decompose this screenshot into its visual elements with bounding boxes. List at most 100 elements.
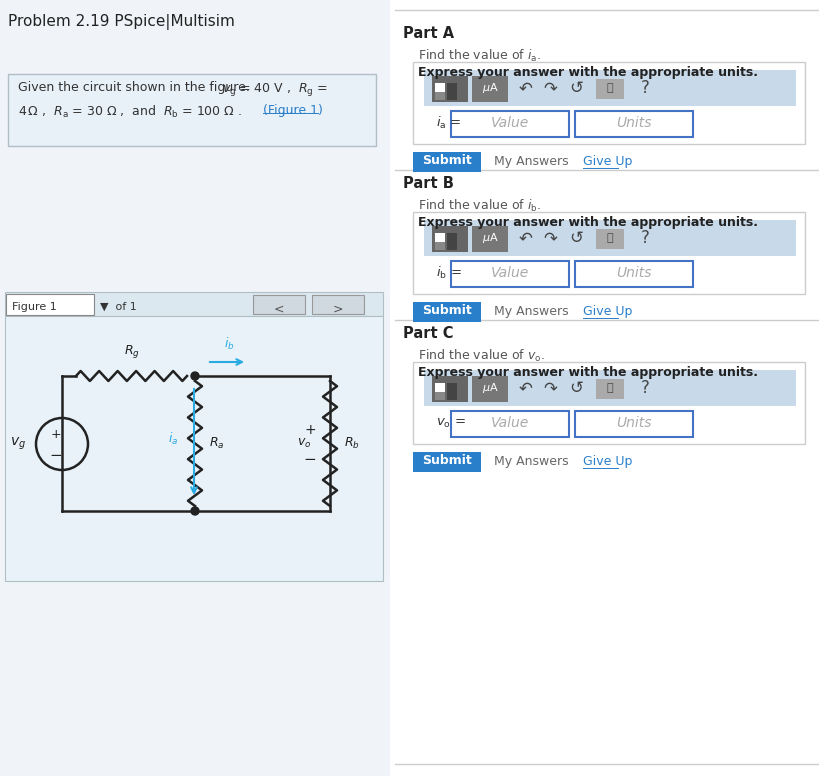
Text: ↷: ↷	[543, 379, 557, 397]
Circle shape	[191, 507, 199, 515]
FancyBboxPatch shape	[435, 383, 445, 393]
Text: ↶: ↶	[519, 79, 533, 97]
Text: $R_g$: $R_g$	[124, 343, 139, 360]
Text: >: >	[333, 303, 343, 316]
Text: Express your answer with the appropriate units.: Express your answer with the appropriate…	[418, 66, 758, 79]
FancyBboxPatch shape	[447, 392, 457, 400]
Text: ⌹: ⌹	[607, 233, 613, 243]
Text: $i_a$: $i_a$	[168, 431, 178, 446]
Text: Give Up: Give Up	[583, 154, 632, 168]
Text: $\mu$A: $\mu$A	[482, 81, 499, 95]
Text: ↷: ↷	[543, 229, 557, 247]
FancyBboxPatch shape	[435, 92, 445, 100]
FancyBboxPatch shape	[424, 70, 796, 106]
FancyBboxPatch shape	[451, 261, 569, 287]
FancyBboxPatch shape	[5, 292, 383, 316]
Text: $i_b$: $i_b$	[224, 336, 234, 352]
Text: Express your answer with the appropriate units.: Express your answer with the appropriate…	[418, 366, 758, 379]
FancyBboxPatch shape	[472, 376, 508, 402]
FancyBboxPatch shape	[596, 79, 624, 99]
Text: $R_a$: $R_a$	[209, 436, 224, 451]
FancyBboxPatch shape	[472, 226, 508, 252]
FancyBboxPatch shape	[596, 229, 624, 249]
Text: Submit: Submit	[422, 154, 472, 168]
FancyBboxPatch shape	[413, 212, 805, 294]
FancyBboxPatch shape	[435, 83, 445, 93]
Text: ↶: ↶	[519, 379, 533, 397]
Text: (Figure 1): (Figure 1)	[263, 104, 323, 117]
Text: Find the value of $v_{\mathrm{o}}$.: Find the value of $v_{\mathrm{o}}$.	[418, 348, 545, 364]
FancyBboxPatch shape	[451, 411, 569, 437]
Text: +: +	[51, 428, 61, 442]
Text: <: <	[274, 303, 284, 316]
Text: Part A: Part A	[403, 26, 454, 41]
Text: $\mu$A: $\mu$A	[482, 381, 499, 395]
FancyBboxPatch shape	[413, 152, 481, 172]
FancyBboxPatch shape	[390, 0, 819, 776]
FancyBboxPatch shape	[432, 226, 468, 252]
Text: Units: Units	[616, 116, 652, 130]
Text: Submit: Submit	[422, 304, 472, 317]
Text: ↺: ↺	[569, 229, 583, 247]
Text: ↺: ↺	[569, 79, 583, 97]
Text: My Answers: My Answers	[494, 455, 568, 467]
FancyBboxPatch shape	[6, 294, 94, 315]
Text: $v_{\mathrm{g}}$ = 40 V ,  $R_{\mathrm{g}}$ =: $v_{\mathrm{g}}$ = 40 V , $R_{\mathrm{g}…	[222, 81, 328, 98]
Text: Find the value of $i_{\mathrm{b}}$.: Find the value of $i_{\mathrm{b}}$.	[418, 198, 541, 214]
FancyBboxPatch shape	[447, 383, 457, 393]
Text: Units: Units	[616, 416, 652, 430]
FancyBboxPatch shape	[253, 295, 305, 314]
FancyBboxPatch shape	[575, 111, 693, 137]
Text: −: −	[304, 452, 316, 467]
Text: +: +	[304, 422, 316, 436]
Text: Problem 2.19 PSpice|Multisim: Problem 2.19 PSpice|Multisim	[8, 14, 235, 30]
FancyBboxPatch shape	[413, 302, 481, 322]
FancyBboxPatch shape	[596, 379, 624, 399]
Text: Give Up: Give Up	[583, 304, 632, 317]
FancyBboxPatch shape	[435, 392, 445, 400]
FancyBboxPatch shape	[424, 220, 796, 256]
FancyBboxPatch shape	[435, 242, 445, 250]
Text: Figure 1: Figure 1	[12, 302, 57, 312]
Text: Given the circuit shown in the figure.: Given the circuit shown in the figure.	[18, 81, 254, 94]
Text: Value: Value	[491, 116, 529, 130]
FancyBboxPatch shape	[447, 92, 457, 100]
Text: ↶: ↶	[519, 229, 533, 247]
Circle shape	[191, 372, 199, 380]
Text: ↷: ↷	[543, 79, 557, 97]
Text: Express your answer with the appropriate units.: Express your answer with the appropriate…	[418, 216, 758, 229]
Text: ?: ?	[640, 229, 649, 247]
Text: ⌹: ⌹	[607, 83, 613, 93]
FancyBboxPatch shape	[575, 261, 693, 287]
FancyBboxPatch shape	[312, 295, 364, 314]
FancyBboxPatch shape	[413, 452, 481, 472]
FancyBboxPatch shape	[447, 233, 457, 243]
Text: Find the value of $i_{\mathrm{a}}$.: Find the value of $i_{\mathrm{a}}$.	[418, 48, 541, 64]
Text: ?: ?	[640, 79, 649, 97]
Text: $i_{\mathrm{b}}$ =: $i_{\mathrm{b}}$ =	[436, 265, 462, 281]
FancyBboxPatch shape	[472, 76, 508, 102]
FancyBboxPatch shape	[413, 62, 805, 144]
Text: ?: ?	[640, 379, 649, 397]
Text: ↺: ↺	[569, 379, 583, 397]
Text: Part B: Part B	[403, 176, 454, 191]
Text: $i_{\mathrm{a}}$ =: $i_{\mathrm{a}}$ =	[436, 115, 462, 131]
Text: Value: Value	[491, 266, 529, 280]
FancyBboxPatch shape	[435, 233, 445, 243]
Text: Give Up: Give Up	[583, 455, 632, 467]
FancyBboxPatch shape	[413, 362, 805, 444]
FancyBboxPatch shape	[432, 76, 468, 102]
Text: $v_g$: $v_g$	[10, 436, 26, 452]
Text: Part C: Part C	[403, 326, 454, 341]
FancyBboxPatch shape	[447, 83, 457, 93]
Text: Units: Units	[616, 266, 652, 280]
Text: Value: Value	[491, 416, 529, 430]
FancyBboxPatch shape	[447, 242, 457, 250]
Text: −: −	[50, 448, 62, 462]
Text: $v_{\mathrm{o}}$ =: $v_{\mathrm{o}}$ =	[436, 417, 466, 430]
Text: Submit: Submit	[422, 455, 472, 467]
Text: $\mu$A: $\mu$A	[482, 231, 499, 245]
Text: My Answers: My Answers	[494, 154, 568, 168]
FancyBboxPatch shape	[5, 316, 383, 581]
Text: $v_o$: $v_o$	[296, 437, 311, 450]
